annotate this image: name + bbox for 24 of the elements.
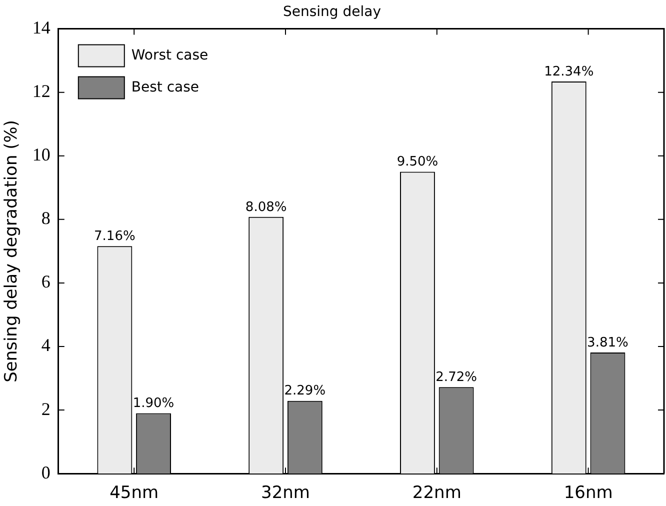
x-tick-label: 45nm	[110, 483, 159, 504]
y-tick-label: 12	[32, 81, 50, 102]
chart-title: Sensing delay	[282, 4, 382, 20]
y-axis-title: Sensing delay degradation (%)	[2, 120, 22, 382]
y-tick-label: 0	[41, 462, 50, 482]
x-tick-label: 32nm	[261, 483, 310, 504]
y-tick-label: 14	[32, 18, 50, 38]
legend-label: Worst case	[131, 47, 208, 64]
y-tick-label: 6	[41, 272, 50, 292]
data-label: 8.08%	[245, 200, 287, 215]
data-label: 3.81%	[587, 335, 628, 350]
y-tick-label: 10	[32, 144, 50, 165]
data-label: 12.34%	[544, 64, 594, 80]
x-tick-label: 22nm	[412, 483, 462, 504]
data-label: 2.72%	[436, 370, 477, 386]
y-tick-label: 4	[41, 335, 50, 356]
x-tick-label: 16nm	[564, 483, 613, 504]
data-label: 2.29%	[284, 384, 326, 399]
y-tick-label: 8	[41, 208, 50, 228]
legend-label: Best case	[131, 79, 200, 96]
data-label: 7.16%	[94, 228, 136, 244]
data-label: 1.90%	[132, 396, 174, 412]
data-label: 9.50%	[396, 154, 438, 170]
y-tick-label: 2	[41, 398, 50, 419]
